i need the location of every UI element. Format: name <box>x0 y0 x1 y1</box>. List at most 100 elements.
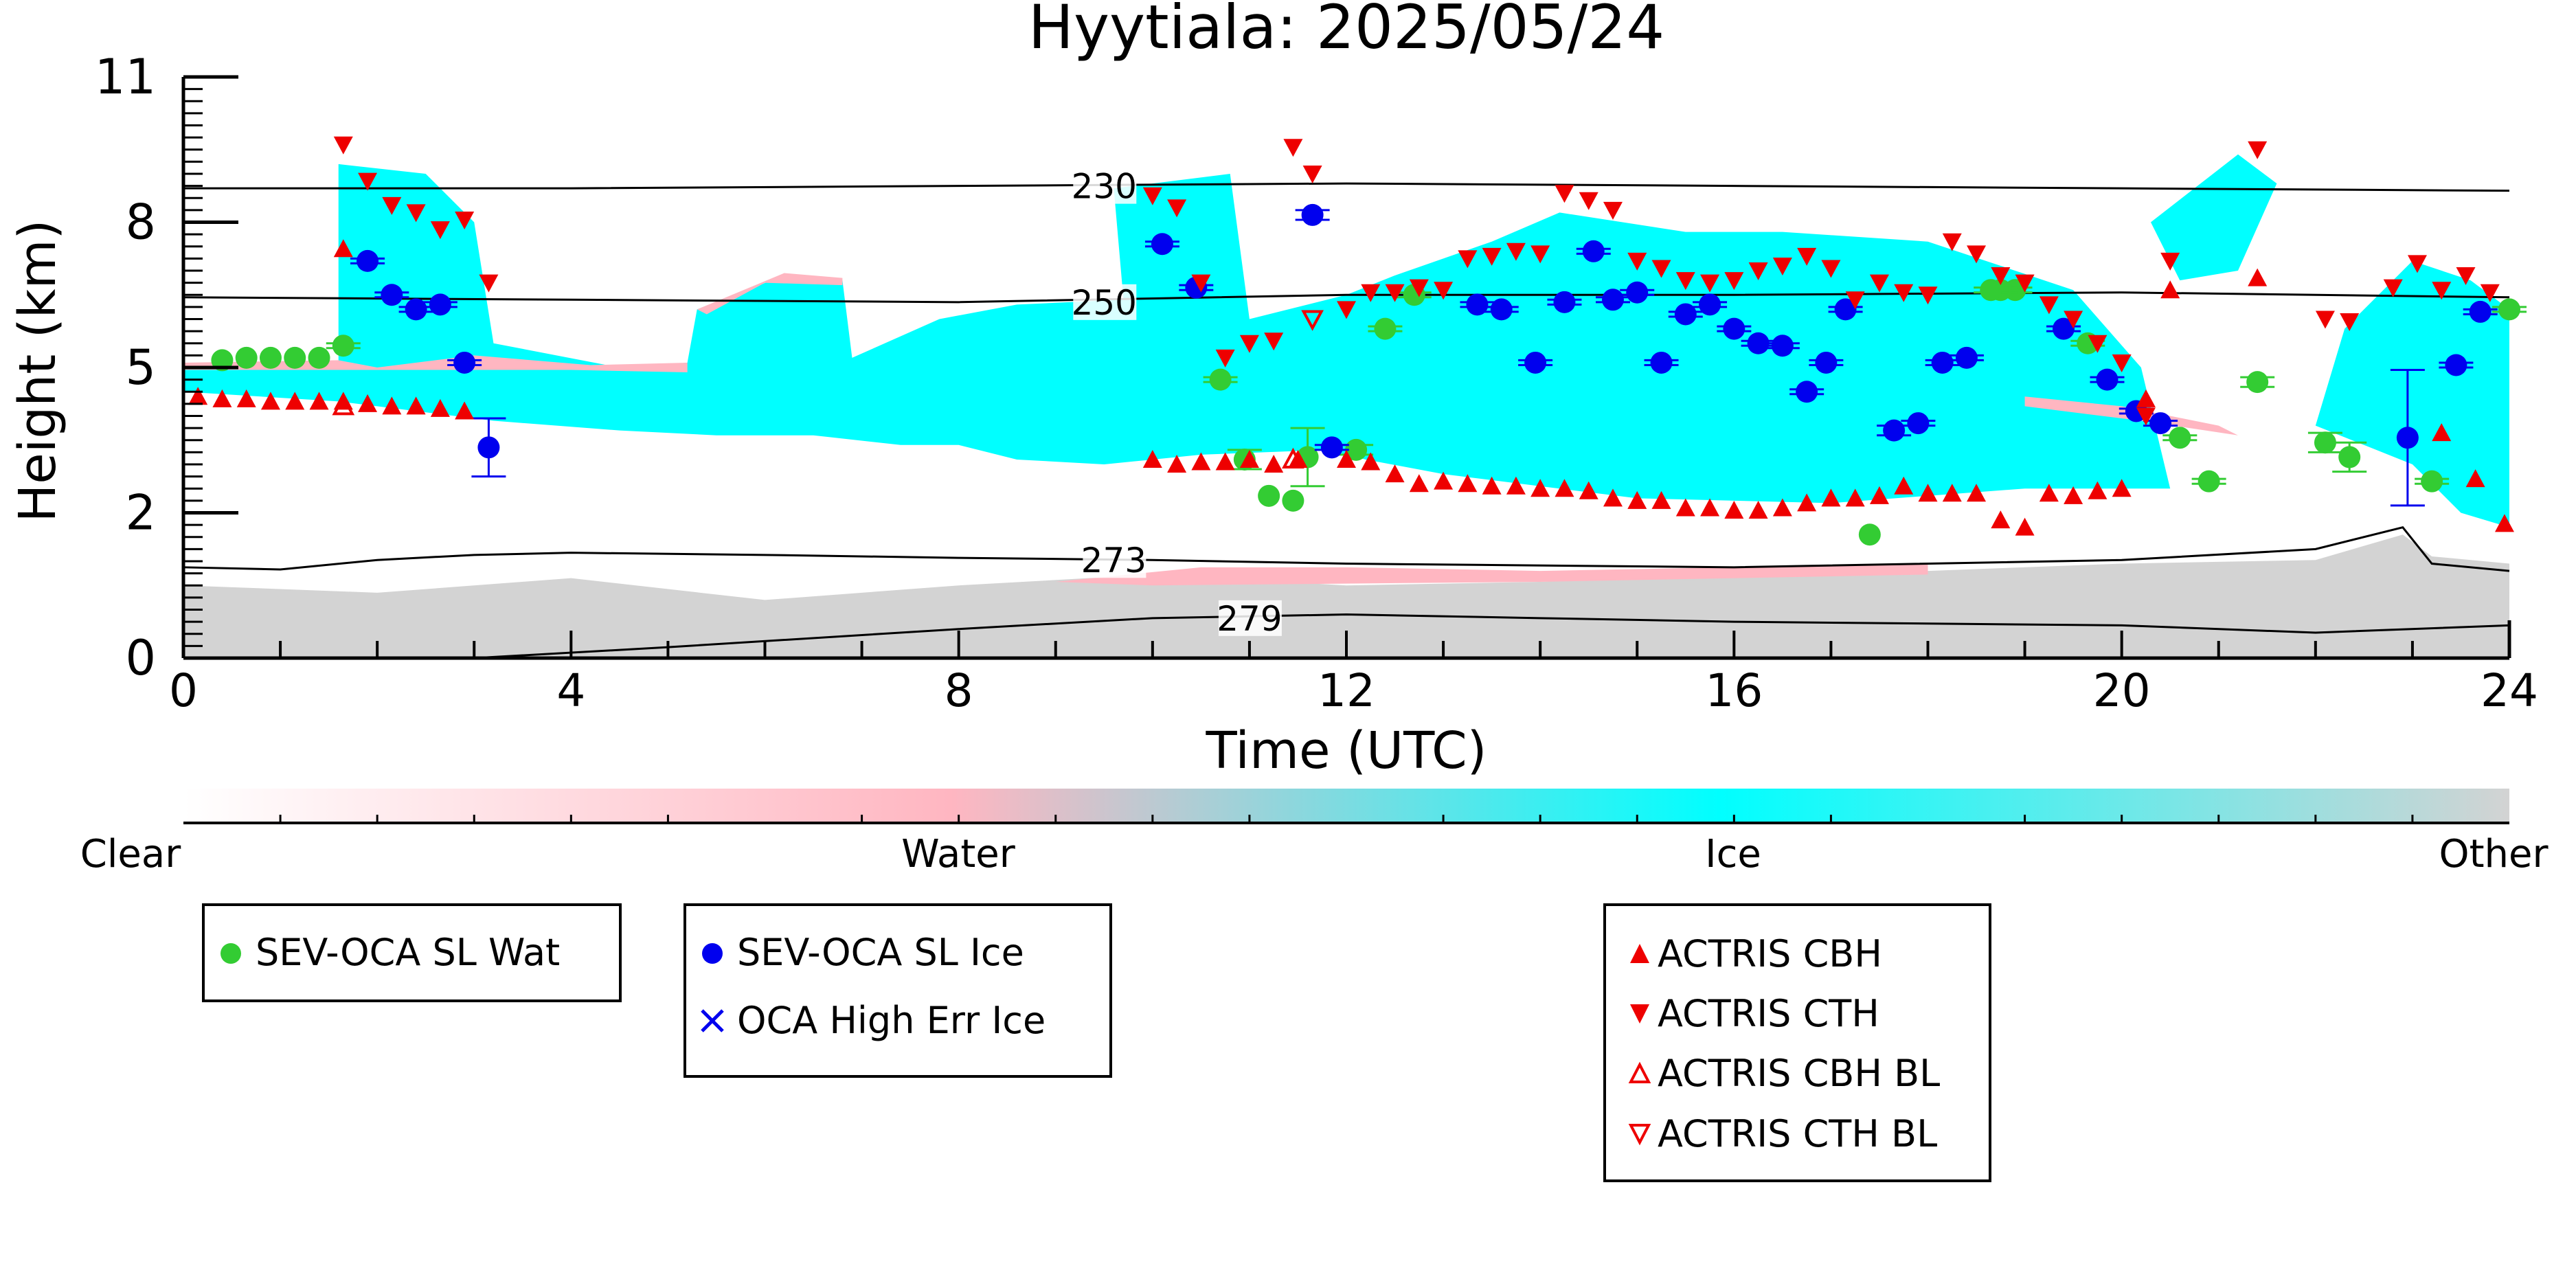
legend-marker-actris-cbh <box>1630 944 1649 963</box>
classification-region-5 <box>697 273 843 315</box>
point-actris-cbh <box>1361 452 1381 471</box>
point-actris-cth <box>1191 274 1211 293</box>
point-actris-cbh <box>1530 479 1550 497</box>
point-sev-oca-sl-wat <box>235 346 258 369</box>
y-tick-label: 0 <box>125 630 156 686</box>
isotherm-label-230: 230 <box>1072 167 1137 207</box>
point-actris-cth <box>382 196 402 215</box>
point-actris-cbh <box>430 398 450 417</box>
point-actris-cbh <box>2494 514 2514 532</box>
point-sev-oca-sl-ice <box>1674 303 1697 326</box>
legend-marker-actris-cbh-bl <box>1628 1061 1651 1083</box>
point-actris-cth <box>333 136 353 155</box>
plot-area: 230 250 273 279 <box>183 77 2527 659</box>
x-tick-label: 0 <box>169 664 198 717</box>
point-actris-cth <box>2315 310 2335 329</box>
point-sev-oca-sl-wat <box>1209 368 1232 391</box>
legend-label-sev-wat: SEV-OCA SL Wat <box>256 931 560 974</box>
point-actris-cbh <box>2039 484 2059 502</box>
point-actris-cbh <box>1869 486 1889 504</box>
point-sev-oca-sl-ice <box>1907 412 1930 435</box>
y-axis-label: Height (km) <box>8 220 67 523</box>
point-actris-cth <box>1627 252 1647 271</box>
point-actris-cth <box>1142 187 1162 205</box>
point-actris-cth <box>1675 272 1695 291</box>
point-actris-cbh <box>1845 488 1865 507</box>
point-actris-cth <box>1239 335 1259 353</box>
point-sev-oca-sl-wat <box>2338 446 2361 468</box>
x-tick-label: 20 <box>2093 664 2151 717</box>
axes: 0 4 8 12 16 20 24 0 2 5 8 11 <box>95 49 2538 717</box>
legend-box-sev-wat <box>202 903 622 1002</box>
legend-box-sev-ice <box>683 903 1112 1078</box>
classification-region-0 <box>183 534 2509 658</box>
classification-region-3 <box>2150 154 2277 281</box>
point-actris-cbh <box>2160 280 2180 299</box>
classification-colorbar: Clear Water Ice Other <box>80 789 2549 877</box>
chart-title: Hyytiala: 2025/05/24 <box>1028 0 1664 63</box>
isotherm-line-250 <box>183 291 2510 304</box>
point-sev-oca-sl-ice <box>1771 335 1794 357</box>
point-sev-oca-sl-ice <box>2445 354 2467 376</box>
point-actris-cbh <box>2088 481 2108 499</box>
point-sev-oca-sl-wat <box>2314 431 2336 454</box>
y-tick-label: 11 <box>95 49 156 105</box>
point-sev-oca-sl-ice <box>1490 298 1513 321</box>
point-actris-cbh <box>1385 464 1405 483</box>
point-sev-oca-sl-ice <box>1151 233 1173 256</box>
x-axis-label: Time (UTC) <box>1205 721 1487 780</box>
point-actris-cbh <box>1700 498 1720 517</box>
colorbar-gradient <box>183 789 2509 823</box>
isotherm-label-bg-230 <box>1073 168 1137 204</box>
point-actris-cbh <box>1821 488 1841 507</box>
point-actris-cbh <box>1991 510 2011 529</box>
legend-marker-sev-ice <box>702 943 723 964</box>
point-actris-cth <box>1434 282 1454 300</box>
point-actris-cbh-bl <box>1282 447 1304 468</box>
point-sev-oca-sl-wat <box>2246 371 2269 394</box>
point-actris-cth <box>2112 354 2132 372</box>
point-actris-cth <box>1264 332 1284 351</box>
point-sev-oca-sl-ice <box>2096 368 2119 391</box>
point-sev-oca-sl-ice <box>1553 291 1576 313</box>
legend-label-actris-cbh-bl: ACTRIS CBH BL <box>1658 1052 1940 1095</box>
point-sev-oca-sl-wat <box>2169 427 2191 449</box>
point-actris-cth <box>1748 262 1768 280</box>
point-sev-oca-sl-wat <box>332 335 354 357</box>
point-actris-cbh <box>285 392 305 410</box>
isotherm-label-bg-273 <box>1083 542 1146 578</box>
point-sev-oca-sl-ice <box>429 293 451 316</box>
point-actris-cth <box>479 274 499 293</box>
point-actris-cbh <box>358 394 378 412</box>
point-actris-cbh <box>2136 389 2156 407</box>
point-sev-oca-sl-ice <box>1466 293 1489 316</box>
point-actris-cbh <box>2248 268 2268 286</box>
point-actris-cbh <box>1142 449 1162 468</box>
point-actris-cbh <box>1603 488 1623 507</box>
point-sev-oca-sl-wat <box>259 346 282 369</box>
point-actris-cth <box>2432 282 2452 300</box>
point-actris-cth <box>1579 192 1598 210</box>
point-actris-cbh <box>212 389 232 407</box>
point-actris-cbh <box>2112 479 2132 497</box>
point-sev-oca-sl-ice <box>453 351 476 374</box>
point-actris-cth <box>1991 267 2011 286</box>
legend-marker-actris-cth-bl <box>1628 1124 1651 1146</box>
point-actris-cth <box>2248 141 2268 159</box>
isotherm-label-bg-279 <box>1218 600 1282 636</box>
point-actris-cth <box>1772 257 1792 275</box>
point-actris-cth <box>2407 255 2427 273</box>
legend-label-actris-cth-bl: ACTRIS CTH BL <box>1658 1112 1937 1155</box>
point-actris-cbh <box>2015 517 2035 536</box>
point-sev-oca-sl-ice <box>1699 293 1721 316</box>
point-sev-oca-sl-ice <box>1955 346 1978 369</box>
point-actris-cth <box>2480 284 2500 302</box>
point-actris-cth <box>1967 245 1987 264</box>
point-sev-oca-sl-ice <box>1301 203 1324 226</box>
legend-label-sev-ice: SEV-OCA SL Ice <box>737 931 1024 974</box>
point-actris-cbh <box>1215 452 1235 471</box>
point-sev-oca-sl-ice <box>381 284 403 306</box>
isotherm-line-230 <box>183 182 2510 192</box>
point-actris-cth <box>1821 260 1841 278</box>
point-actris-cth <box>1361 284 1381 302</box>
